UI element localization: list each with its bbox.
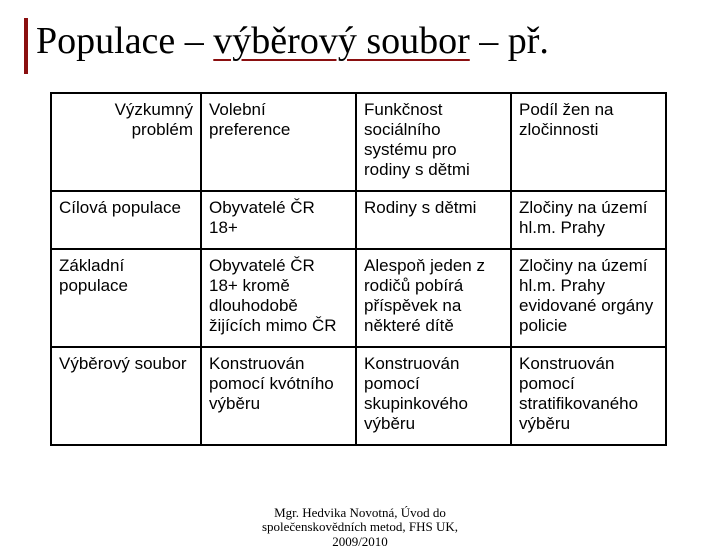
cell-text: Zločiny na území hl.m. Prahy: [511, 191, 666, 249]
cell-keyword: populace: [59, 276, 128, 295]
footer-line: společenskovědních metod, FHS UK,: [262, 519, 458, 534]
cell-text: Obyvatelé ČR 18+: [201, 191, 356, 249]
title-text-2: – př.: [470, 20, 549, 62]
footer-line: 2009/2010: [332, 534, 388, 549]
cell-text: Obyvatelé ČR 18+ kromě dlouhodobě žijící…: [201, 249, 356, 347]
cell-text: Volební preference: [201, 93, 356, 191]
cell-text: Podíl žen na zločinnosti: [511, 93, 666, 191]
cell-text: Konstruován pomocí stratifikovaného výbě…: [511, 347, 666, 445]
cell-prefix: Výběrový: [59, 354, 135, 373]
table-row: Cílová populace Obyvatelé ČR 18+ Rodiny …: [51, 191, 666, 249]
cell-keyword: populace: [112, 198, 181, 217]
title-accent-bar: [24, 18, 28, 74]
title-underlined: výběrový soubor: [213, 20, 469, 62]
cell-text: Zločiny na území hl.m. Prahy evidované o…: [511, 249, 666, 347]
cell-text: Výzkumný: [115, 100, 193, 119]
cell-text: Konstruován pomocí skupinkového výběru: [356, 347, 511, 445]
cell-prefix: Základní: [59, 256, 124, 275]
table-row: Základní populace Obyvatelé ČR 18+ kromě…: [51, 249, 666, 347]
footer: Mgr. Hedvika Novotná, Úvod do společensk…: [0, 506, 720, 549]
main-table: Výzkumný problém Volební preference Funk…: [50, 92, 667, 447]
title-text-1: Populace –: [36, 20, 213, 62]
slide: Populace – výběrový soubor – př. Výzkumn…: [0, 0, 720, 555]
cell-text: problém: [132, 120, 193, 139]
table-row: Výběrový soubor Konstruován pomocí kvótn…: [51, 347, 666, 445]
row-header: Výzkumný problém: [51, 93, 201, 191]
cell-text: Rodiny s dětmi: [356, 191, 511, 249]
table-row: Výzkumný problém Volební preference Funk…: [51, 93, 666, 191]
cell-text: Konstruován pomocí kvótního výběru: [201, 347, 356, 445]
slide-title: Populace – výběrový soubor – př.: [36, 20, 698, 64]
cell-text: Funkčnost sociálního systému pro rodiny …: [356, 93, 511, 191]
footer-line: Mgr. Hedvika Novotná, Úvod do: [274, 505, 446, 520]
cell-keyword: soubor: [135, 354, 187, 373]
cell-text: Alespoň jeden z rodičů pobírá příspěvek …: [356, 249, 511, 347]
row-header: Cílová populace: [51, 191, 201, 249]
row-header: Základní populace: [51, 249, 201, 347]
row-header: Výběrový soubor: [51, 347, 201, 445]
cell-prefix: Cílová: [59, 198, 112, 217]
